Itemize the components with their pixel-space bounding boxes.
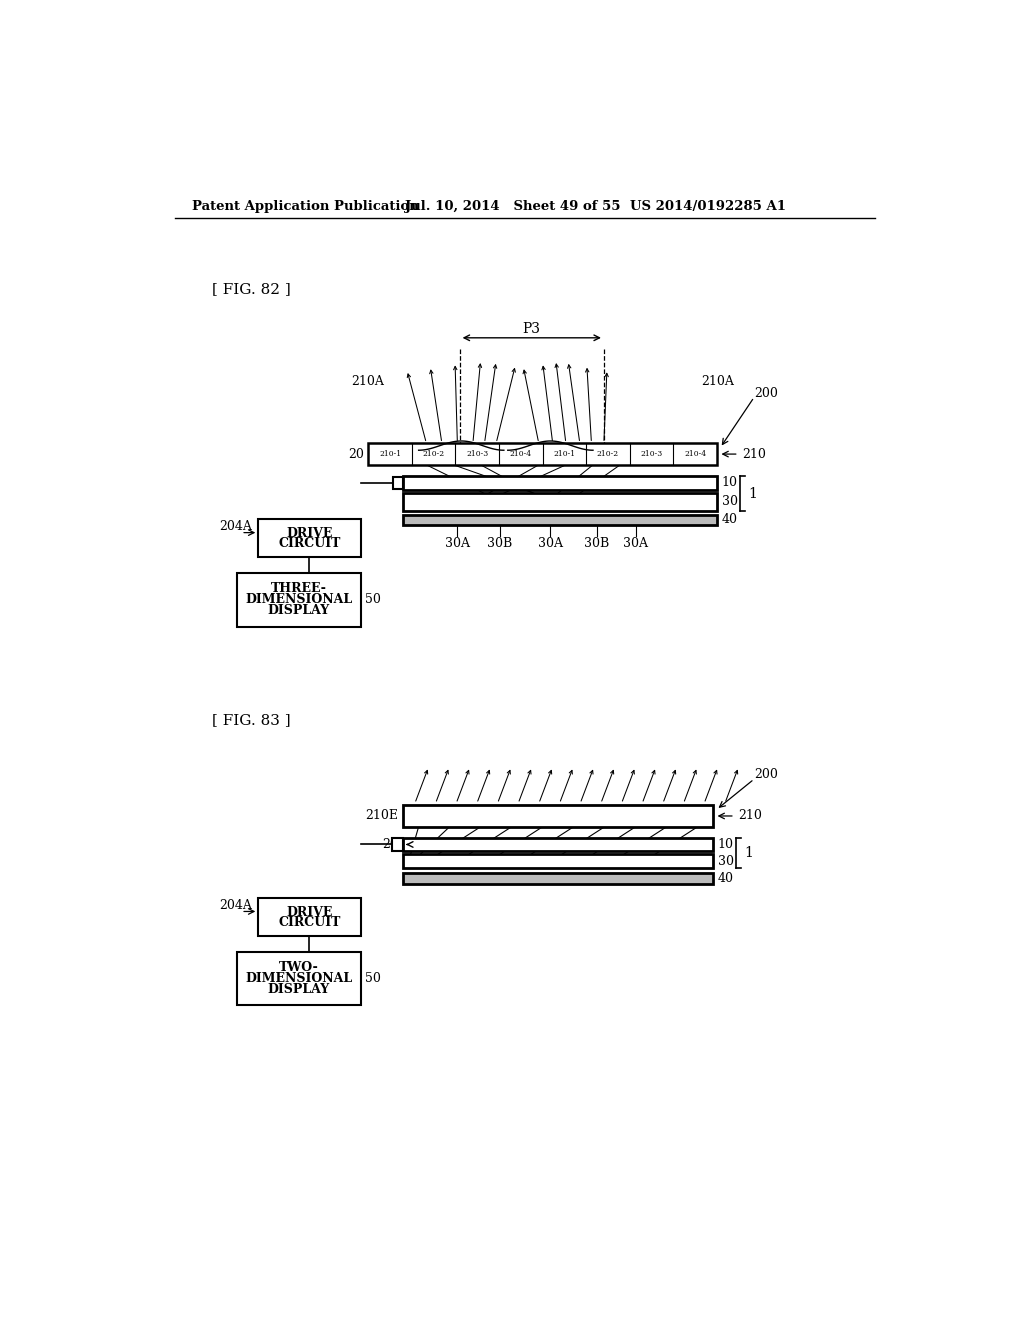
Text: 10: 10: [722, 477, 737, 490]
Bar: [406, 479, 715, 487]
Text: 30B: 30B: [585, 537, 609, 550]
Bar: [369, 444, 717, 465]
Text: 210-1: 210-1: [553, 450, 575, 458]
Text: 204A: 204A: [219, 520, 252, 533]
Text: 30: 30: [722, 495, 737, 508]
Text: 20: 20: [348, 447, 364, 461]
Text: 210-4: 210-4: [510, 450, 531, 458]
Bar: [403, 838, 713, 851]
Text: 30A: 30A: [444, 537, 470, 550]
Text: 200: 200: [755, 768, 778, 781]
Text: 200: 200: [755, 387, 778, 400]
Text: 40: 40: [722, 513, 737, 527]
Text: Jul. 10, 2014   Sheet 49 of 55: Jul. 10, 2014 Sheet 49 of 55: [406, 199, 621, 213]
Text: 210A: 210A: [351, 375, 384, 388]
Text: DRIVE: DRIVE: [286, 527, 333, 540]
Text: 210-4: 210-4: [684, 450, 707, 458]
Text: 50: 50: [366, 593, 381, 606]
Text: CIRCUIT: CIRCUIT: [279, 537, 341, 550]
Text: US 2014/0192285 A1: US 2014/0192285 A1: [630, 199, 786, 213]
Bar: [403, 873, 713, 884]
Text: 30B: 30B: [487, 537, 513, 550]
Text: 30: 30: [718, 854, 734, 867]
Text: 210-1: 210-1: [379, 450, 401, 458]
Text: 30A: 30A: [538, 537, 563, 550]
Text: 210E: 210E: [366, 809, 398, 822]
Text: 50: 50: [366, 972, 381, 985]
Bar: [258, 519, 360, 557]
Text: DIMENSIONAL: DIMENSIONAL: [245, 593, 352, 606]
Text: 210A: 210A: [701, 375, 734, 388]
Text: THREE-: THREE-: [270, 582, 327, 595]
Text: 204A: 204A: [219, 899, 252, 912]
Text: [ FIG. 83 ]: [ FIG. 83 ]: [212, 714, 291, 727]
Bar: [406, 840, 711, 849]
Text: DISPLAY: DISPLAY: [267, 603, 330, 616]
Bar: [403, 805, 713, 826]
Text: 210-2: 210-2: [597, 450, 620, 458]
Bar: [258, 898, 360, 936]
Text: 40: 40: [718, 871, 734, 884]
Bar: [392, 838, 403, 850]
Text: 210-3: 210-3: [640, 450, 663, 458]
Text: CIRCUIT: CIRCUIT: [279, 916, 341, 929]
Text: 30A: 30A: [624, 537, 648, 550]
Text: 210-3: 210-3: [466, 450, 488, 458]
Text: DISPLAY: DISPLAY: [267, 982, 330, 995]
Bar: [393, 478, 403, 488]
Text: DRIVE: DRIVE: [286, 906, 333, 919]
Text: 1: 1: [744, 846, 753, 859]
Bar: [403, 854, 713, 869]
Text: DIMENSIONAL: DIMENSIONAL: [245, 972, 352, 985]
Bar: [237, 952, 360, 1006]
Text: 10: 10: [718, 838, 734, 851]
Bar: [403, 477, 717, 490]
Bar: [403, 492, 717, 511]
Text: 20: 20: [383, 838, 398, 851]
Text: Patent Application Publication: Patent Application Publication: [193, 199, 419, 213]
Bar: [403, 515, 717, 525]
Text: 1: 1: [748, 487, 757, 500]
Text: 210-2: 210-2: [423, 450, 444, 458]
Text: [ FIG. 82 ]: [ FIG. 82 ]: [212, 282, 291, 296]
Text: 210: 210: [741, 447, 766, 461]
Text: P3: P3: [523, 322, 541, 337]
Text: TWO-: TWO-: [279, 961, 318, 974]
Bar: [237, 573, 360, 627]
Text: 210: 210: [738, 809, 762, 822]
